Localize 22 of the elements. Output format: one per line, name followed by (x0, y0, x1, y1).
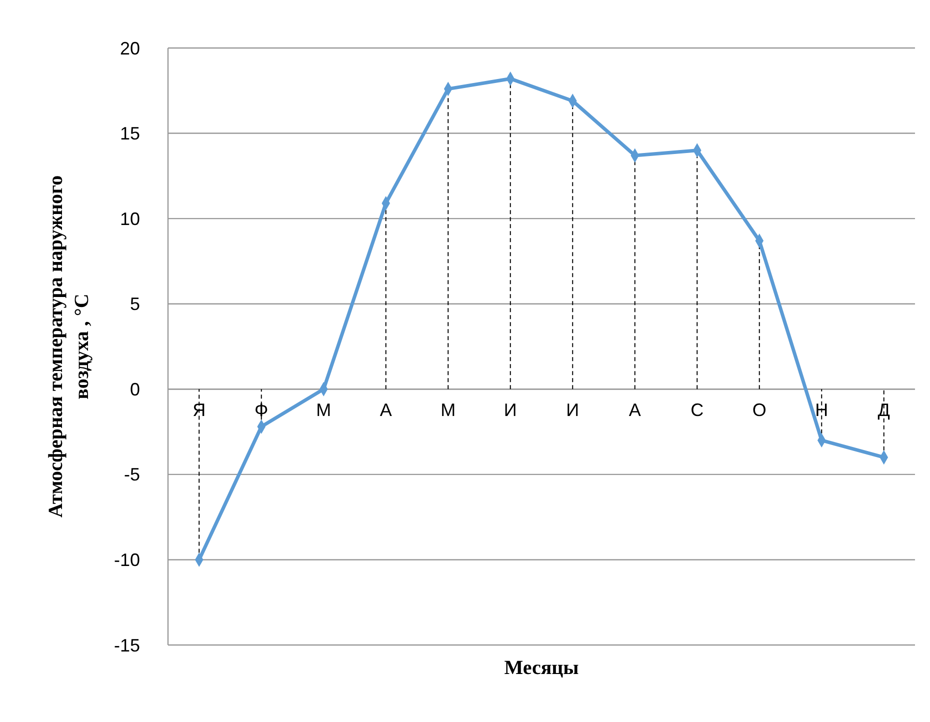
x-tick-label: И (566, 400, 580, 420)
y-tick-label: -5 (124, 464, 140, 485)
x-tick-label: Н (815, 400, 828, 420)
x-tick-label: С (690, 400, 704, 420)
x-tick-label: М (440, 400, 456, 420)
x-axis-title: Месяцы (504, 657, 580, 679)
x-tick-label: М (316, 400, 332, 420)
y-tick-label: -15 (114, 635, 140, 656)
y-axis-title: Атмосферная температура наружного воздуха , °C (45, 175, 93, 518)
y-tick-label: 10 (120, 208, 140, 229)
x-tick-label: Я (192, 400, 206, 420)
y-tick-label: -10 (114, 550, 140, 570)
y-tick-label: 0 (130, 379, 140, 400)
x-tick-label: Д (878, 400, 890, 420)
y-tick-label: 20 (120, 38, 140, 58)
y-tick-label: 15 (120, 124, 140, 144)
x-tick-label: О (752, 400, 766, 420)
x-tick-label: А (380, 400, 392, 420)
x-tick-label: И (504, 400, 517, 420)
y-tick-label: 5 (130, 294, 140, 314)
x-tick-label: Ф (254, 400, 268, 420)
x-tick-label: А (628, 400, 641, 420)
